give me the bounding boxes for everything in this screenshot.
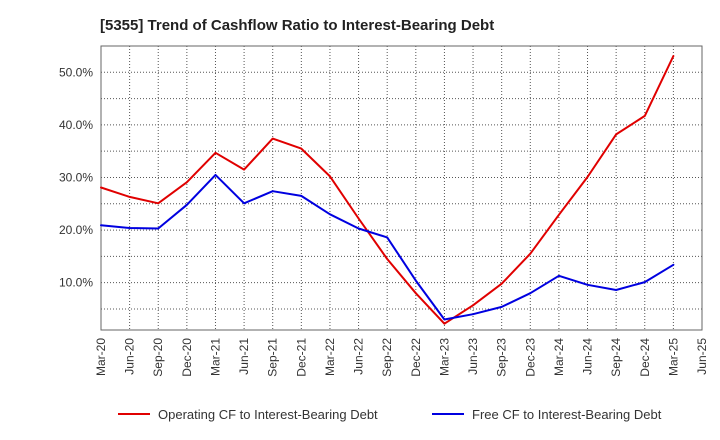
plot-area xyxy=(100,45,703,331)
y-tick-label: 20.0% xyxy=(59,223,93,237)
x-tick-label: Mar-24 xyxy=(552,338,566,376)
x-tick-label: Jun-21 xyxy=(237,338,251,375)
y-tick-label: 50.0% xyxy=(59,65,93,79)
y-tick-label: 30.0% xyxy=(59,170,93,184)
x-tick-label: Dec-21 xyxy=(294,338,308,377)
chart-title: [5355] Trend of Cashflow Ratio to Intere… xyxy=(100,17,494,34)
x-tick-label: Jun-22 xyxy=(352,338,366,375)
x-tick-label: Jun-25 xyxy=(695,338,709,375)
x-axis-ticks: Mar-20 Jun-20 Sep-20 Dec-20 Mar-21 Jun-21 Sep-… xyxy=(94,338,709,377)
x-tick-label: Dec-22 xyxy=(409,338,423,377)
x-tick-label: Sep-22 xyxy=(380,338,394,377)
x-tick-label: Sep-21 xyxy=(266,338,280,377)
x-tick-label: Mar-22 xyxy=(323,338,337,376)
x-tick-label: Jun-23 xyxy=(466,338,480,375)
x-tick-label: Jun-24 xyxy=(581,338,595,375)
x-tick-label: Mar-25 xyxy=(666,338,680,376)
y-tick-label: 10.0% xyxy=(59,276,93,290)
x-tick-label: Sep-24 xyxy=(609,338,623,377)
x-tick-label: Mar-20 xyxy=(94,338,108,376)
x-tick-label: Dec-20 xyxy=(180,338,194,377)
x-tick-label: Mar-21 xyxy=(208,338,222,376)
x-tick-label: Sep-23 xyxy=(495,338,509,377)
y-tick-label: 40.0% xyxy=(59,118,93,132)
legend: Operating CF to Interest-Bearing Debt Fre… xyxy=(118,407,662,422)
x-tick-label: Mar-23 xyxy=(437,338,451,376)
legend-operating-cf-label: Operating CF to Interest-Bearing Debt xyxy=(158,407,378,422)
plot-background xyxy=(101,46,702,330)
series-lines xyxy=(100,55,675,325)
legend-free-cf-label: Free CF to Interest-Bearing Debt xyxy=(472,407,662,422)
x-tick-label: Dec-24 xyxy=(638,338,652,377)
x-tick-label: Jun-20 xyxy=(123,338,137,375)
series-line-free-cf xyxy=(100,173,675,321)
series-line-operating-cf xyxy=(100,55,675,325)
x-tick-label: Dec-23 xyxy=(523,338,537,377)
x-tick-label: Sep-20 xyxy=(151,338,165,377)
y-axis-ticks: 10.0% 20.0% 30.0% 40.0% 50.0% xyxy=(59,65,93,289)
